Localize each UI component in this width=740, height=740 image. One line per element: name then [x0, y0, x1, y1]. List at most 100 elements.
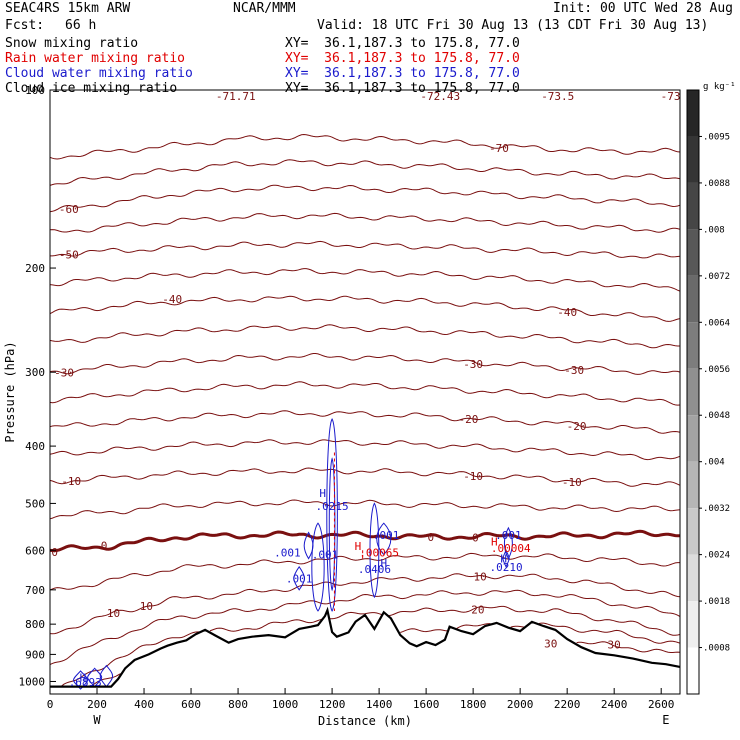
isotherm-label: -30 — [54, 366, 74, 379]
colorbar-tick-label: .0064 — [703, 318, 730, 328]
top-temperature-label: -72.43 — [420, 90, 460, 103]
y-tick-label: 600 — [25, 544, 45, 557]
isotherm-label: 30 — [544, 638, 557, 651]
isotherm-label: 0 — [51, 546, 58, 559]
x-tick-label: 2400 — [601, 698, 628, 711]
isotherm-label: -30 — [564, 364, 584, 377]
colorbar-tick-label: .0056 — [703, 365, 730, 375]
isotherm-0 — [49, 529, 681, 553]
cloud-water-label: H — [319, 487, 326, 500]
colorbar-segment — [687, 415, 699, 462]
x-tick-label: 1800 — [460, 698, 487, 711]
rain-label: H — [355, 540, 362, 553]
colorbar-units: g kg⁻¹ — [703, 82, 736, 92]
fcst-label: Fcst: — [5, 18, 45, 33]
colorbar-segment — [687, 322, 699, 369]
rain-label: .00065 — [359, 546, 399, 559]
cloud-water-label: .0215 — [316, 500, 349, 513]
isotherm-20 — [61, 605, 681, 687]
isotherm--60 — [49, 184, 681, 213]
x-tick-label: 800 — [228, 698, 248, 711]
legend-snow-label: Snow mixing ratio — [5, 36, 139, 51]
cloud-water-label: .001 — [286, 573, 313, 586]
org-name: NCAR/MMM — [233, 1, 296, 16]
y-axis-label: Pressure (hPa) — [3, 341, 17, 442]
cloud-water-cell — [303, 531, 314, 560]
isotherm-30 — [576, 641, 681, 653]
legend-rain-label: Rain water mixing ratio — [5, 51, 186, 66]
isotherm-label: -20 — [567, 420, 587, 433]
cloud-water-label: .6893 — [69, 676, 102, 689]
colorbar-segment — [687, 647, 699, 694]
cloud-water-cell — [504, 526, 513, 560]
west-end-label: W — [93, 713, 101, 727]
colorbar-tick-label: .004 — [703, 458, 725, 468]
x-tick-label: 1000 — [272, 698, 299, 711]
colorbar-segment — [687, 461, 699, 509]
colorbar-tick-label: .0008 — [703, 644, 730, 654]
isotherm-label: 0 — [472, 532, 479, 545]
x-tick-label: 1400 — [366, 698, 393, 711]
x-tick-label: 1200 — [319, 698, 346, 711]
y-tick-label: 400 — [25, 440, 45, 453]
legend-cloud-water-label: Cloud water mixing ratio — [5, 66, 193, 81]
isotherm-label: 30 — [608, 639, 621, 652]
colorbar-segment — [687, 136, 699, 183]
colorbar-segment — [687, 229, 699, 276]
y-tick-label: 500 — [25, 497, 45, 510]
isotherm-minor — [49, 439, 681, 461]
isotherm-label: -40 — [162, 293, 182, 306]
isotherm-minor — [49, 212, 681, 233]
init-time: Init: 00 UTC Wed 28 Aug 13 — [553, 1, 740, 16]
isotherm--30 — [49, 353, 681, 375]
rain-label: .00004 — [491, 542, 531, 555]
cloud-water-cell — [369, 502, 380, 599]
terrain-line — [50, 606, 681, 688]
colorbar-tick-label: .0032 — [703, 504, 730, 514]
isotherm--50 — [50, 240, 681, 259]
cloud-water-label: .001 — [274, 546, 301, 559]
y-tick-label: 1000 — [19, 675, 46, 688]
cloud-water-label: H — [500, 553, 507, 566]
cloud-water-label: .001 — [373, 529, 400, 542]
isotherm-minor — [49, 268, 681, 292]
colorbar-tick-label: .0088 — [703, 179, 730, 189]
x-tick-label: 2000 — [507, 698, 534, 711]
isotherm-minor — [89, 622, 681, 687]
isotherm-label: -10 — [463, 470, 483, 483]
isotherm--10 — [49, 467, 681, 487]
isotherm-label: -10 — [61, 475, 81, 488]
isotherm-label: 0 — [428, 531, 435, 544]
y-tick-label: 900 — [25, 648, 45, 661]
isotherm-label: -20 — [458, 413, 478, 426]
x-tick-label: 2200 — [554, 698, 581, 711]
isotherm-label: 10 — [107, 607, 120, 620]
cloud-water-tower — [326, 418, 338, 612]
east-end-label: E — [662, 713, 669, 727]
isotherm-label: 10 — [140, 600, 153, 613]
rain-label: H — [491, 536, 498, 549]
colorbar-tick-label: .0048 — [703, 411, 730, 421]
isotherm-label: 0 — [101, 539, 108, 552]
colorbar-segment — [687, 508, 699, 555]
isotherm--70 — [49, 133, 681, 160]
cloud-water-label: .0406 — [358, 563, 391, 576]
cloud-water-label: .001 — [312, 548, 339, 561]
isotherm-minor — [49, 552, 680, 591]
colorbar-tick-label: .008 — [703, 225, 725, 235]
cloud-water-cell — [311, 522, 325, 612]
isotherm-label: -70 — [489, 142, 509, 155]
isotherm-label: 20 — [471, 604, 484, 617]
x-tick-label: 400 — [134, 698, 154, 711]
x-tick-label: 200 — [87, 698, 107, 711]
isotherm-minor — [49, 381, 681, 406]
colorbar: .0095 .0088 .008 .0072 .0064 .0056 .0048 .004 .0… — [686, 82, 736, 695]
y-tick-label: 100 — [25, 84, 45, 97]
isotherm-minor — [49, 499, 681, 520]
x-tick-label: 1600 — [413, 698, 440, 711]
isotherm-10 — [49, 573, 681, 635]
top-temperature-label: -71.71 — [216, 90, 256, 103]
colorbar-segment — [687, 275, 699, 323]
terrain-profile — [50, 606, 681, 688]
